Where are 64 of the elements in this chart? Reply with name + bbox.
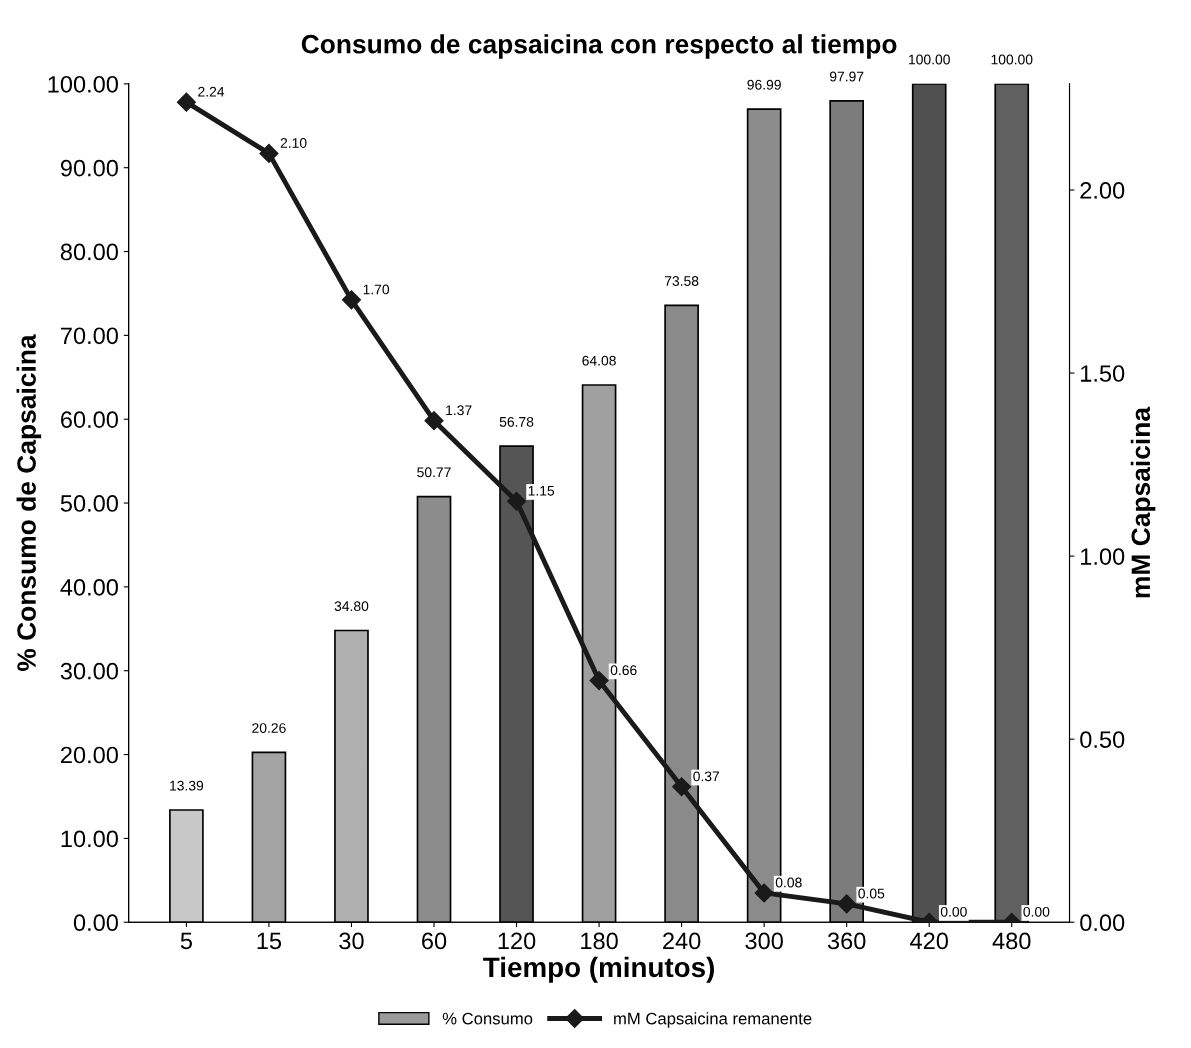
data-label: 0.05 <box>858 888 885 899</box>
y2-tick-label: 0.50 <box>1080 731 1125 748</box>
chart-title: Consumo de capsaicina con respecto al tiempo <box>301 34 897 59</box>
y-tick-label: 60.00 <box>61 411 118 428</box>
data-label: 56.78 <box>499 416 534 427</box>
y-tick-label: 20.00 <box>61 746 118 764</box>
data-label: 13.39 <box>170 780 204 791</box>
x-tick-label: 360 <box>827 932 866 950</box>
data-label: 1.15 <box>528 485 555 496</box>
y-tick-label: 50.00 <box>60 495 118 512</box>
x-tick-label: 480 <box>992 932 1031 950</box>
point <box>507 491 527 511</box>
data-label: 0.66 <box>610 665 637 676</box>
y-tick-label: 100.00 <box>48 75 118 93</box>
data-label: 96.99 <box>747 79 781 90</box>
point <box>837 894 857 914</box>
x-tick-label: 420 <box>910 932 948 950</box>
data-label: 64.08 <box>582 355 616 366</box>
x-tick-label: 30 <box>339 932 364 950</box>
point <box>424 411 444 431</box>
point <box>259 143 279 163</box>
y-axis-title: % Consumo de Capsaicina <box>16 334 42 672</box>
y-tick-label: 80.00 <box>60 243 118 261</box>
y-tick-label: 40.00 <box>60 578 118 596</box>
data-label: 50.77 <box>417 467 451 478</box>
y2-tick-label: 1.00 <box>1081 548 1125 565</box>
data-label: 20.26 <box>252 723 286 733</box>
data-label: 73.58 <box>664 276 699 286</box>
x-tick-label: 240 <box>663 932 701 950</box>
data-label: 2.10 <box>280 138 307 148</box>
data-label: 97.97 <box>829 71 864 82</box>
point <box>176 92 196 112</box>
legend-label: mM Capsaicina remanente <box>614 1012 812 1028</box>
x-tick-label: 15 <box>257 932 282 950</box>
x-tick-label: 120 <box>498 932 536 950</box>
x-tick-label: 60 <box>422 932 447 950</box>
y2-tick-label: 2.00 <box>1080 182 1125 199</box>
y-tick-label: 90.00 <box>60 159 118 177</box>
y-tick-label: 30.00 <box>60 662 118 680</box>
point <box>589 671 609 691</box>
x-tick-label: 300 <box>745 932 783 950</box>
data-label: 0.00 <box>1023 906 1050 917</box>
data-label: 1.70 <box>363 284 390 295</box>
y-tick-label: 0.00 <box>73 914 118 932</box>
y-tick-label: 10.00 <box>61 830 118 848</box>
data-label: 0.00 <box>940 906 967 917</box>
y2-tick-label: 1.50 <box>1081 365 1125 382</box>
x-tick-label: 5 <box>180 932 192 950</box>
data-label: 0.37 <box>693 771 720 782</box>
data-label: 1.37 <box>446 405 472 416</box>
point <box>672 777 692 797</box>
y2-axis-title: mM Capsaicina <box>1130 406 1156 598</box>
data-label: 0.08 <box>775 877 802 888</box>
y2-tick-label: 0.00 <box>1080 914 1125 932</box>
y-tick-label: 70.00 <box>61 327 118 345</box>
x-axis-title: Tiempo (minutos) <box>483 956 714 983</box>
x-tick-label: 180 <box>581 932 618 950</box>
data-label: 34.80 <box>334 601 369 612</box>
data-label: 100.00 <box>991 54 1033 65</box>
point <box>341 290 362 310</box>
data-label: 100.00 <box>909 54 950 65</box>
data-label: 2.24 <box>198 86 225 97</box>
legend-label: % Consumo <box>442 1012 533 1025</box>
point <box>754 883 774 903</box>
